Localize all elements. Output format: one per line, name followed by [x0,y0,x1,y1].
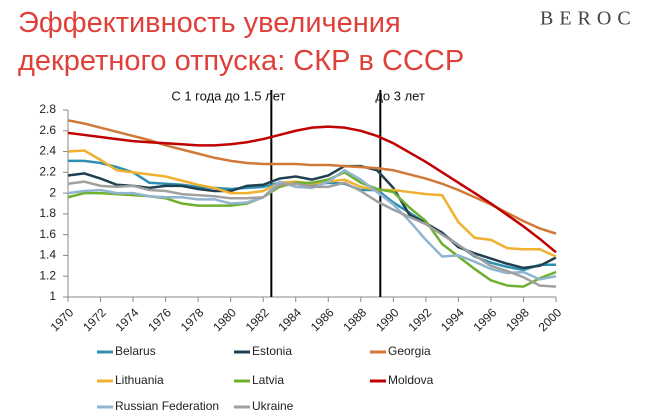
y-tick-label: 2.8 [39,102,56,116]
x-tick-label: 1994 [438,305,467,334]
x-tick-label: 1990 [373,305,402,334]
y-tick-label: 2.2 [39,165,56,179]
x-tick-label: 1988 [340,305,369,334]
x-tick-label: 1978 [178,305,207,334]
chart-title: декретного отпуска: СКР в СССР [18,45,464,77]
legend-label: Belarus [115,344,156,358]
x-tick-label: 1996 [471,305,500,334]
x-tick-label: 1984 [275,305,304,334]
y-tick-label: 2.6 [39,123,56,137]
series-line [67,170,557,288]
y-tick-label: 1 [49,289,56,303]
x-tick-label: 1972 [80,305,109,334]
legend-label: Moldova [388,373,434,387]
series-line [67,119,557,235]
chart-title: Эффективность увеличения [18,7,401,39]
x-tick-label: 1982 [243,305,272,334]
annotation-label: до 3 лет [375,88,425,103]
series-line [67,164,557,270]
y-tick-label: 1.4 [39,248,56,262]
legend-label: Estonia [252,344,292,358]
legend-label: Russian Federation [115,399,219,413]
y-tick-label: 1.8 [39,206,56,220]
x-tick-label: 1980 [210,305,239,334]
legend-label: Lithuania [115,373,164,387]
x-tick-label: 1974 [113,305,142,334]
annotation-label: С 1 года до 1.5 лет [171,88,285,103]
series-line [67,149,557,258]
x-tick-label: 1992 [405,305,434,334]
y-tick-label: 2 [49,185,56,199]
legend-label: Georgia [388,344,431,358]
y-tick-label: 2.4 [39,144,56,158]
x-tick-label: 1986 [308,305,337,334]
series-line [67,125,557,254]
legend-label: Latvia [252,373,284,387]
legend-label: Ukraine [252,399,294,413]
series-line [67,180,557,288]
y-tick-label: 1.2 [39,268,56,282]
x-tick-label: 1998 [503,305,532,334]
y-tick-label: 1.6 [39,227,56,241]
logo: BEROC [540,8,637,30]
x-tick-label: 1976 [145,305,174,334]
x-tick-label: 2000 [536,305,565,334]
series-line [68,159,556,272]
x-tick-label: 1970 [48,305,77,334]
